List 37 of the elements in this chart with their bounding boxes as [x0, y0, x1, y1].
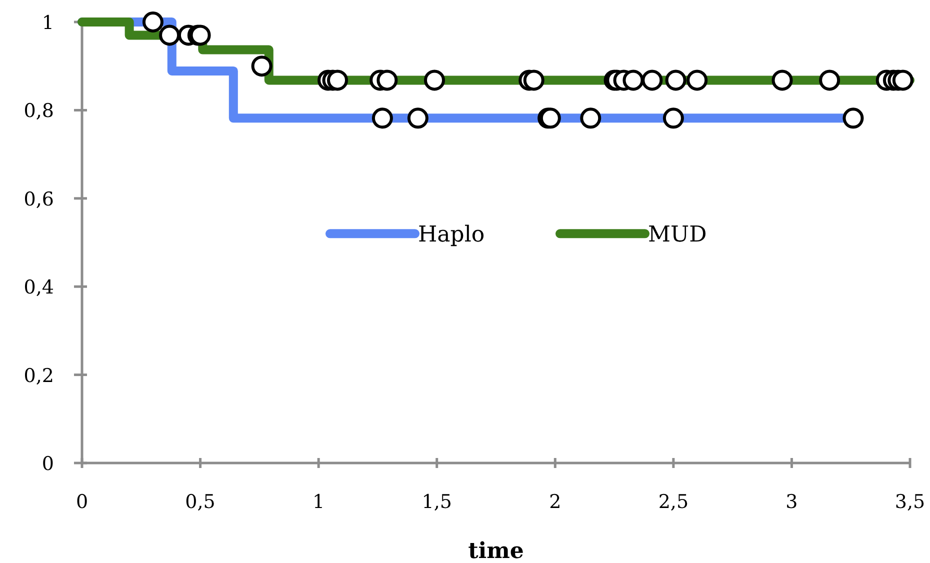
point	[142, 12, 164, 32]
point	[842, 108, 864, 129]
y-tick-label: 0,6	[24, 188, 54, 210]
x-axis-title: time	[468, 538, 524, 563]
point	[159, 24, 180, 46]
x-tick-label: 0,5	[185, 491, 216, 513]
point	[665, 70, 686, 91]
point	[372, 108, 393, 129]
point	[326, 70, 348, 91]
legend-label: Haplo	[418, 222, 485, 248]
x-tick-label: 1,5	[422, 491, 452, 513]
x-tick-label: 0	[76, 491, 88, 513]
y-tick-label: 0,2	[24, 364, 54, 387]
y-tick-label: 1	[42, 12, 54, 34]
point	[407, 108, 428, 129]
point	[424, 70, 445, 91]
point	[622, 70, 644, 91]
y-tick-label: 0,8	[24, 100, 54, 122]
x-tick-label: 2,5	[658, 491, 689, 513]
point	[376, 70, 398, 91]
y-tick-label: 0	[42, 453, 54, 475]
point	[686, 70, 708, 91]
x-tick-label: 3	[786, 491, 798, 513]
x-tick-label: 1	[312, 491, 325, 513]
point	[642, 70, 663, 91]
legend-label: MUD	[648, 222, 707, 248]
point	[662, 108, 684, 129]
point	[819, 70, 840, 91]
point	[772, 70, 793, 91]
point	[580, 108, 602, 129]
point	[190, 24, 211, 46]
y-tick-label: 0,4	[24, 276, 54, 299]
point	[892, 70, 914, 91]
x-tick-label: 2	[549, 491, 562, 513]
x-tick-label: 3,5	[894, 491, 926, 513]
point	[251, 56, 272, 77]
point	[523, 70, 544, 91]
